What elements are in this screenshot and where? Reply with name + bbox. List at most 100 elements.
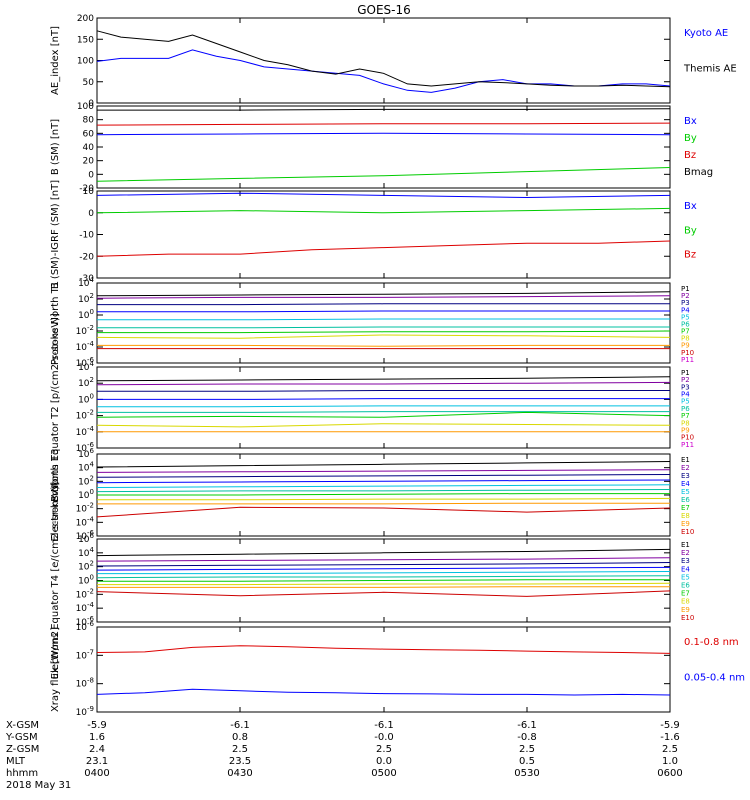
series-line-bx	[96, 192, 671, 199]
series-line-by	[96, 207, 671, 214]
y-tick-label: -20	[79, 184, 94, 194]
y-tick-label: 102	[78, 560, 94, 573]
legend-p1: P1	[681, 285, 690, 293]
y-tick-label: 102	[78, 474, 94, 487]
series-line-0-05-0-4-nm	[96, 688, 671, 696]
legend-0-05-0-4-nm: 0.05-0.4 nm	[684, 673, 745, 684]
legend-p3: P3	[681, 299, 690, 307]
legend-by: By	[684, 133, 697, 144]
legend-e6: E6	[681, 496, 690, 504]
y-tick-label: 100	[77, 102, 94, 112]
y-axis-label: Protons Equator T2 [p/(cm2-s-sr-keV)]	[50, 313, 61, 502]
legend-bmag: Bmag	[684, 167, 713, 178]
y-tick-label: 104	[78, 461, 94, 474]
ephem-value: 2.5	[376, 744, 392, 755]
y-tick-label: 150	[77, 35, 94, 45]
y-tick-label: 40	[83, 143, 95, 153]
series-line-p3	[97, 303, 670, 306]
ephem-value: 23.5	[229, 756, 251, 767]
series-line-e5	[97, 571, 671, 575]
y-tick-label: 10-2	[76, 324, 94, 337]
ephem-value: 2.5	[519, 744, 535, 755]
y-axis-label: Protons North T1	[50, 281, 61, 365]
y-tick-label: 50	[83, 78, 95, 88]
series-line-p3	[97, 390, 670, 392]
ephem-row-label: hhmm	[6, 768, 38, 779]
series-line-bmag	[97, 108, 671, 111]
y-tick-label: 10-9	[76, 705, 94, 718]
legend-p10: P10	[681, 434, 694, 442]
y-tick-label: 0	[88, 99, 94, 109]
series-line-e3	[96, 562, 671, 567]
legend-e3: E3	[681, 557, 690, 565]
series-line-e4	[96, 566, 671, 571]
legend-e10: E10	[681, 528, 694, 536]
legend-p9: P9	[681, 342, 690, 350]
legend-e6: E6	[681, 582, 690, 590]
series-line-e7	[97, 493, 670, 496]
legend-0-1-0-8-nm: 0.1-0.8 nm	[684, 637, 739, 648]
series-line-e3	[96, 474, 671, 478]
legend-p8: P8	[681, 335, 690, 343]
ephem-value: -6.1	[517, 720, 537, 731]
legend-e2: E2	[681, 464, 690, 472]
legend-p3: P3	[681, 383, 690, 391]
ephem-value: 0530	[514, 768, 539, 779]
series-line-p2	[96, 295, 671, 299]
legend-p11: P11	[681, 356, 694, 364]
legend-p8: P8	[681, 419, 690, 427]
legend-e3: E3	[681, 472, 690, 480]
legend-p9: P9	[681, 426, 690, 434]
series-line-p1	[96, 376, 671, 382]
legend-p5: P5	[681, 398, 690, 406]
y-tick-label: 10-4	[76, 425, 95, 438]
series-line-e10	[96, 506, 671, 518]
series-line-bz	[96, 122, 671, 126]
series-line-themis-ae	[96, 30, 671, 88]
legend-p6: P6	[681, 320, 690, 328]
panel-frame	[96, 17, 671, 104]
legend-p7: P7	[681, 412, 690, 420]
legend-e2: E2	[681, 549, 690, 557]
series-line-e8	[97, 582, 671, 586]
ephem-value: 2.5	[232, 744, 248, 755]
y-tick-label: -20	[79, 252, 94, 262]
series-line-e1	[96, 548, 671, 557]
series-line-p4	[97, 398, 670, 400]
y-tick-label: 20	[83, 157, 95, 167]
y-tick-label: 60	[83, 129, 95, 139]
y-tick-label: 200	[77, 14, 94, 24]
y-tick-label: 10-4	[76, 601, 95, 614]
series-line-p7	[97, 330, 671, 334]
series-line-bz	[96, 240, 671, 257]
ephem-date: 2018 May 31	[6, 780, 71, 791]
panel-ae: 0 50 100 150 200 AE_index [nT] Kyoto AE Themis …	[50, 14, 737, 109]
legend-p2: P2	[681, 292, 690, 300]
legend-e5: E5	[681, 488, 690, 496]
y-tick-label: 10-7	[76, 648, 94, 661]
y-tick-label: -10	[79, 231, 94, 241]
y-tick-label: 100	[78, 308, 94, 321]
ephem-value: 0.0	[376, 756, 392, 767]
legend-e10: E10	[681, 614, 694, 622]
ephem-value: 23.1	[86, 756, 108, 767]
ephem-value: -6.1	[230, 720, 250, 731]
legend-bz: Bz	[684, 250, 696, 261]
ephem-value: -6.1	[374, 720, 394, 731]
series-line-p6	[97, 326, 670, 329]
y-tick-label: 10-2	[76, 409, 94, 422]
series-line-e10	[96, 590, 671, 597]
y-tick-label: 80	[83, 116, 95, 126]
ephem-value: -5.9	[87, 720, 107, 731]
legend-kyoto-ae: Kyoto AE	[684, 28, 728, 39]
legend-p1: P1	[681, 369, 690, 377]
ephem-value: 2.5	[662, 744, 678, 755]
series-line-p8	[96, 334, 671, 339]
y-axis-label: Xray flux [W/m2]	[50, 627, 61, 712]
